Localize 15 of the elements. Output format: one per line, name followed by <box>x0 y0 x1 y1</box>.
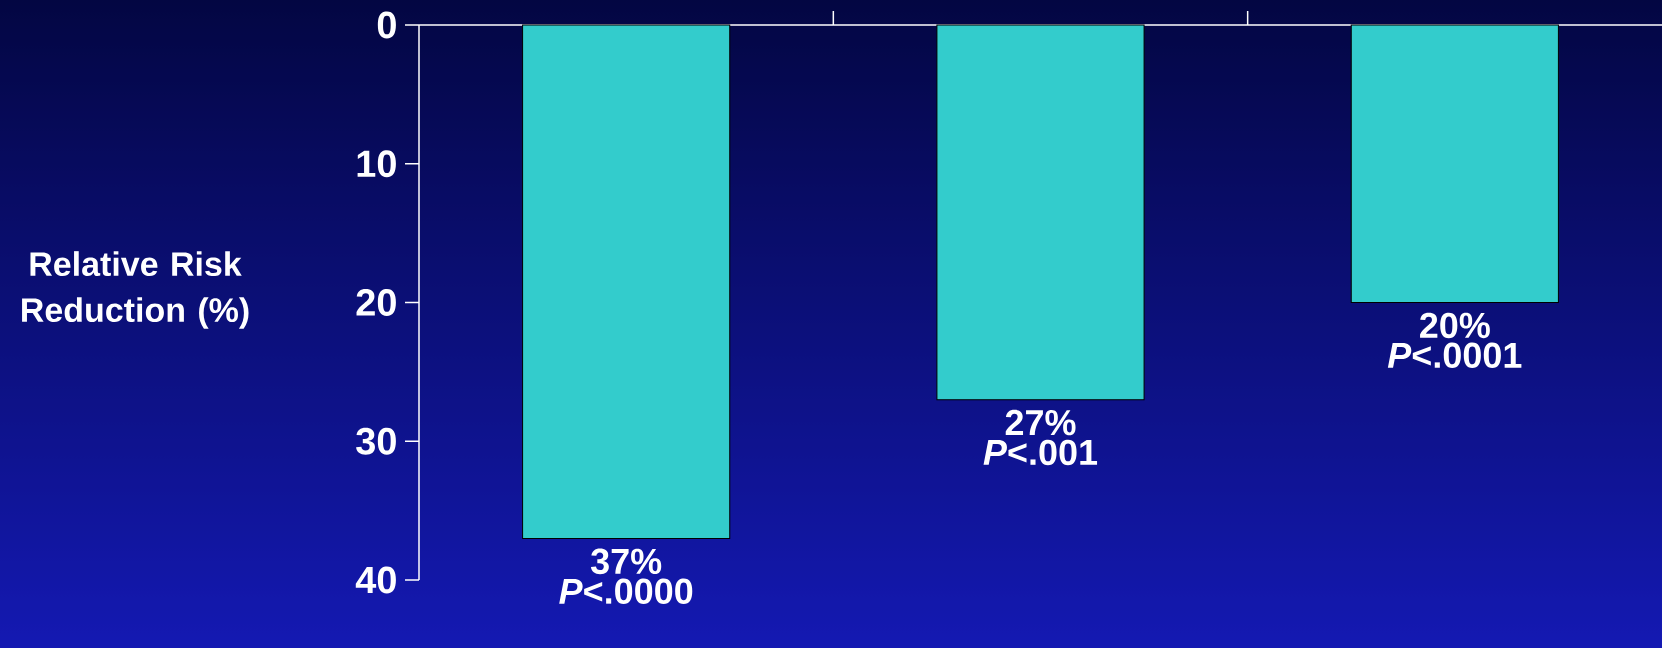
y-axis-title: Relative Risk Reduction (%) <box>22 251 249 329</box>
y-tick-label: 0 <box>377 11 396 39</box>
y-tick-label: 40 <box>355 566 396 594</box>
data-label: 37% <box>590 548 662 575</box>
annotation: P<.001 <box>983 439 1098 466</box>
bar <box>936 24 1145 401</box>
bar <box>1350 24 1559 304</box>
data-label: 20% <box>1420 312 1490 339</box>
y-tick-label: 30 <box>356 427 396 455</box>
annotation: P<.0001 <box>1387 342 1522 369</box>
data-label: 27% <box>1005 409 1076 436</box>
y-tick-label: 10 <box>357 150 396 178</box>
bar <box>522 24 731 539</box>
y-tick-label: 20 <box>356 289 396 316</box>
annotation: P<.0000 <box>559 578 693 605</box>
